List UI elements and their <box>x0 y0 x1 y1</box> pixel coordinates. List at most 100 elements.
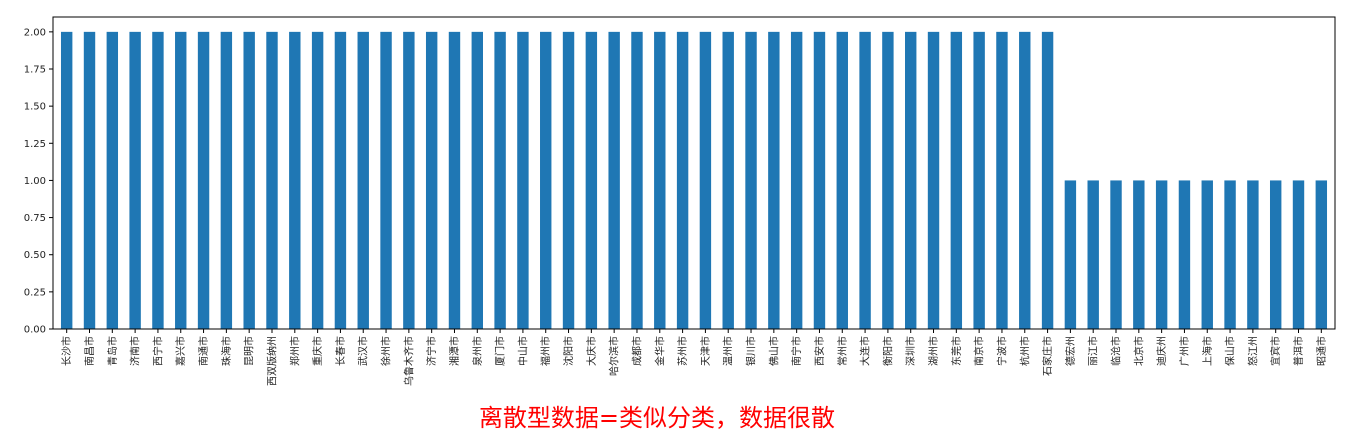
plot-frame <box>52 16 1336 330</box>
bar-银川市 <box>745 31 757 330</box>
x-category-label: 常州市 <box>836 336 849 366</box>
x-category-label: 普洱市 <box>1292 336 1305 366</box>
x-category-label: 金华市 <box>653 336 666 366</box>
bar-昭通市 <box>1315 180 1328 329</box>
bar-珠海市 <box>220 31 233 330</box>
bar-大连市 <box>859 31 871 330</box>
x-category-label: 中山市 <box>516 336 529 366</box>
x-category-label: 德宏州 <box>1064 336 1077 366</box>
x-category-label: 济宁市 <box>425 336 438 366</box>
bar-南京市 <box>973 31 985 330</box>
bar-西双版纳州 <box>266 31 278 330</box>
x-category-label: 大庆市 <box>585 336 598 366</box>
bar-金华市 <box>654 31 666 330</box>
bar-大庆市 <box>585 31 598 330</box>
x-category-label: 怒江州 <box>1246 336 1259 366</box>
bar-深圳市 <box>905 31 917 330</box>
bars-group <box>60 31 1328 330</box>
y-tick-label: 1.00 <box>24 176 46 187</box>
bar-上海市 <box>1201 180 1213 329</box>
chart-caption: 离散型数据=类似分类，数据很散 <box>478 404 836 432</box>
x-category-label: 厦门市 <box>494 336 507 366</box>
y-tick-label: 1.25 <box>24 139 46 150</box>
bar-西宁市 <box>152 31 164 330</box>
x-category-label: 昆明市 <box>243 336 256 366</box>
x-category-label: 广州市 <box>1178 336 1191 366</box>
bar-济宁市 <box>425 31 438 330</box>
x-category-label: 宜宾市 <box>1269 336 1282 366</box>
x-category-label: 保山市 <box>1224 336 1237 366</box>
x-category-label: 南通市 <box>197 336 210 366</box>
y-tick-label: 1.75 <box>24 65 46 76</box>
bar-哈尔滨市 <box>608 31 620 330</box>
bar-济南市 <box>129 31 141 330</box>
y-tick-label: 0.00 <box>24 325 46 336</box>
x-category-label: 武汉市 <box>357 336 370 366</box>
x-category-label: 临沧市 <box>1110 336 1123 366</box>
bar-怒江州 <box>1247 180 1259 329</box>
bar-厦门市 <box>494 31 506 330</box>
x-category-label: 西双版纳州 <box>265 336 278 386</box>
x-category-label: 福州市 <box>539 336 552 366</box>
bar-湘潭市 <box>448 31 461 330</box>
x-category-label: 嘉兴市 <box>174 336 187 366</box>
x-category-label: 衡阳市 <box>881 336 894 366</box>
bar-南宁市 <box>790 31 803 330</box>
bar-南昌市 <box>83 31 96 330</box>
bar-沈阳市 <box>562 31 575 330</box>
bar-徐州市 <box>380 31 392 330</box>
x-category-label: 石家庄市 <box>1041 336 1054 376</box>
bar-湖州市 <box>927 31 940 330</box>
x-category-label: 苏州市 <box>676 336 689 366</box>
y-axis: 0.00 0.25 0.50 0.75 1.00 1.25 1.50 1.75 2.00 <box>24 27 53 336</box>
bar-温州市 <box>722 31 734 330</box>
x-category-label: 佛山市 <box>767 336 780 366</box>
x-category-label: 重庆市 <box>311 336 324 366</box>
x-category-label: 西宁市 <box>151 336 164 366</box>
bar-武汉市 <box>357 31 369 330</box>
x-category-label: 东莞市 <box>950 336 963 366</box>
y-tick-label: 1.50 <box>24 102 46 113</box>
bar-普洱市 <box>1292 180 1305 329</box>
x-category-label: 杭州市 <box>1018 336 1031 366</box>
x-category-label: 大连市 <box>859 336 872 366</box>
x-category-label: 温州市 <box>722 336 735 366</box>
bar-宁波市 <box>996 31 1008 330</box>
bar-石家庄市 <box>1041 31 1054 330</box>
x-category-label: 昭通市 <box>1315 336 1328 366</box>
y-tick-label: 0.75 <box>24 213 46 224</box>
bar-中山市 <box>517 31 529 330</box>
x-category-label: 宁波市 <box>995 336 1008 366</box>
x-category-label: 郑州市 <box>288 336 301 366</box>
bar-南通市 <box>197 31 210 330</box>
bar-青岛市 <box>106 31 119 330</box>
bar-苏州市 <box>676 31 689 330</box>
bar-泉州市 <box>471 31 483 330</box>
bar-乌鲁木齐市 <box>403 31 415 330</box>
x-category-label: 迪庆州 <box>1155 336 1168 366</box>
x-category-label: 长春市 <box>334 336 347 366</box>
y-tick-label: 2.00 <box>24 27 46 38</box>
x-category-label: 青岛市 <box>106 336 119 366</box>
bar-德宏州 <box>1064 180 1077 329</box>
bar-宜宾市 <box>1269 180 1282 329</box>
bar-长沙市 <box>60 31 73 330</box>
bar-广州市 <box>1178 180 1191 329</box>
x-category-label: 南昌市 <box>83 336 96 366</box>
bar-佛山市 <box>768 31 780 330</box>
bar-成都市 <box>631 31 643 330</box>
bar-chart: 0.00 0.25 0.50 0.75 1.00 1.25 1.50 1.75 2.00 长沙市… <box>24 16 1336 386</box>
x-category-label: 哈尔滨市 <box>608 336 621 376</box>
x-category-label: 西安市 <box>813 336 826 366</box>
x-category-label: 湘潭市 <box>448 336 461 366</box>
y-tick-label: 0.50 <box>24 250 46 261</box>
bar-保山市 <box>1224 180 1236 329</box>
x-category-label: 湖州市 <box>927 336 940 366</box>
x-category-label: 长沙市 <box>60 336 73 366</box>
bar-郑州市 <box>289 31 301 330</box>
bar-嘉兴市 <box>175 31 187 330</box>
x-category-label: 上海市 <box>1201 336 1214 366</box>
x-category-label: 南宁市 <box>790 336 803 366</box>
x-category-label: 银川市 <box>745 336 758 366</box>
x-category-label: 丽江市 <box>1087 336 1100 366</box>
